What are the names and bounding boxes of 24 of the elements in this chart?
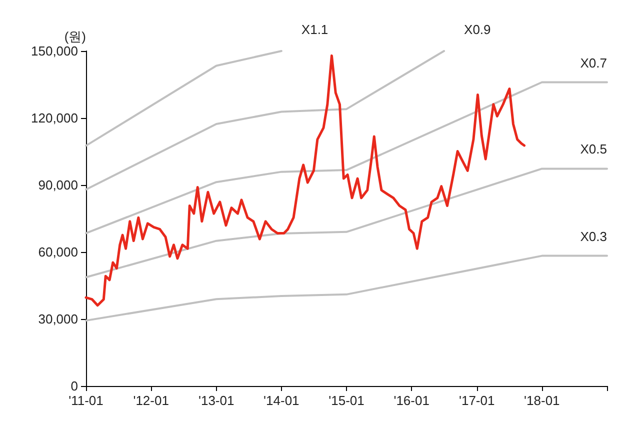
- y-tick-label: 0: [70, 378, 78, 394]
- line-series: [85, 254, 608, 322]
- y-tick-label: 60,000: [38, 244, 78, 260]
- x-tick-label: '15-01: [328, 393, 364, 408]
- series-label: X0.3: [580, 228, 607, 244]
- x-tick-label: '16-01: [394, 393, 430, 408]
- x-tick-label: '17-01: [458, 393, 495, 408]
- line-series: [85, 50, 446, 190]
- series-label: X0.9: [464, 22, 491, 37]
- y-tick-label: 90,000: [38, 178, 78, 192]
- y-tick-label: 150,000: [31, 44, 78, 58]
- series-label: X0.7: [580, 55, 607, 70]
- series-label: X1.1: [301, 22, 328, 37]
- y-tick-label: 120,000: [31, 110, 78, 126]
- y-tick-label: 30,000: [38, 312, 78, 326]
- x-tick-label: '13-01: [198, 393, 234, 408]
- y-axis-title: (원): [64, 29, 86, 44]
- x-tick-label: '12-01: [133, 393, 169, 408]
- line-series: [85, 168, 608, 278]
- x-tick-label: '11-01: [68, 393, 104, 408]
- line-series: [84, 54, 526, 307]
- x-tick-label: '14-01: [264, 393, 300, 408]
- x-tick-label: '18-01: [524, 393, 560, 408]
- series-label: X0.5: [580, 142, 607, 157]
